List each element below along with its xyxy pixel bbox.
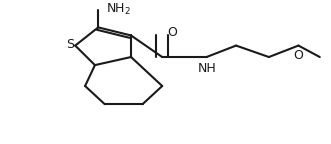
Text: NH: NH xyxy=(198,62,217,75)
Text: O: O xyxy=(167,26,177,39)
Text: NH$_2$: NH$_2$ xyxy=(107,2,131,17)
Text: O: O xyxy=(294,49,304,62)
Text: S: S xyxy=(66,38,74,51)
